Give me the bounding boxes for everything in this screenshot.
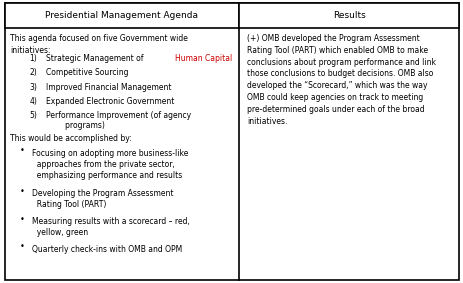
Text: Measuring results with a scorecard – red,
  yellow, green: Measuring results with a scorecard – red… [32, 217, 190, 237]
Text: •: • [19, 242, 24, 251]
Text: (+) OMB developed the Program Assessment
Rating Tool (PART) which enabled OMB to: (+) OMB developed the Program Assessment… [247, 34, 435, 126]
Text: Performance Improvement (of agency
        programs): Performance Improvement (of agency progr… [46, 111, 191, 130]
Text: Developing the Program Assessment
  Rating Tool (PART): Developing the Program Assessment Rating… [32, 189, 174, 209]
Text: 5): 5) [30, 111, 38, 120]
Bar [238, 3, 458, 28]
Text: Human Capital: Human Capital [175, 54, 232, 63]
Text: Competitive Sourcing: Competitive Sourcing [46, 68, 129, 78]
Text: 1): 1) [30, 54, 38, 63]
Text: 2): 2) [30, 68, 38, 78]
Text: Strategic Management of: Strategic Management of [46, 54, 146, 63]
Text: Quarterly check-ins with OMB and OPM: Quarterly check-ins with OMB and OPM [32, 245, 182, 254]
Text: This would be accomplished by:: This would be accomplished by: [10, 134, 131, 143]
Text: 3): 3) [30, 83, 38, 92]
Text: •: • [19, 146, 24, 155]
Text: Results: Results [332, 11, 365, 20]
Text: Focusing on adopting more business-like
  approaches from the private sector,
  : Focusing on adopting more business-like … [32, 149, 188, 181]
Text: Presidential Management Agenda: Presidential Management Agenda [45, 11, 198, 20]
Text: Improved Financial Management: Improved Financial Management [46, 83, 171, 92]
Text: 4): 4) [30, 97, 38, 106]
Text: •: • [19, 187, 24, 196]
Text: •: • [19, 215, 24, 224]
Text: Expanded Electronic Government: Expanded Electronic Government [46, 97, 175, 106]
Text: This agenda focused on five Government wide
initiatives:: This agenda focused on five Government w… [10, 34, 188, 55]
Bar [5, 3, 238, 28]
